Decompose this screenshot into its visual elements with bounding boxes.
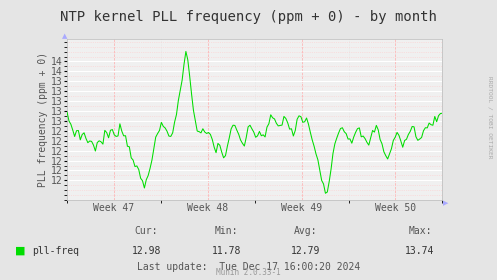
Text: RRDTOOL / TOBI OETIKER: RRDTOOL / TOBI OETIKER [487,76,492,159]
Text: NTP kernel PLL frequency (ppm + 0) - by month: NTP kernel PLL frequency (ppm + 0) - by … [60,10,437,24]
Text: ■: ■ [15,246,25,256]
Text: 13.74: 13.74 [405,246,435,256]
Text: Cur:: Cur: [135,226,159,236]
Y-axis label: PLL frequency (ppm + 0): PLL frequency (ppm + 0) [38,52,48,187]
Text: Max:: Max: [408,226,432,236]
Text: ▶: ▶ [443,200,449,206]
Text: Munin 2.0.33-1: Munin 2.0.33-1 [216,268,281,277]
Text: pll-freq: pll-freq [32,246,80,256]
Text: Avg:: Avg: [294,226,318,236]
Text: 12.79: 12.79 [291,246,321,256]
Text: 11.78: 11.78 [211,246,241,256]
Text: ▲: ▲ [62,33,67,39]
Text: Last update:  Tue Dec 17 16:00:20 2024: Last update: Tue Dec 17 16:00:20 2024 [137,262,360,272]
Text: 12.98: 12.98 [132,246,162,256]
Text: Min:: Min: [214,226,238,236]
